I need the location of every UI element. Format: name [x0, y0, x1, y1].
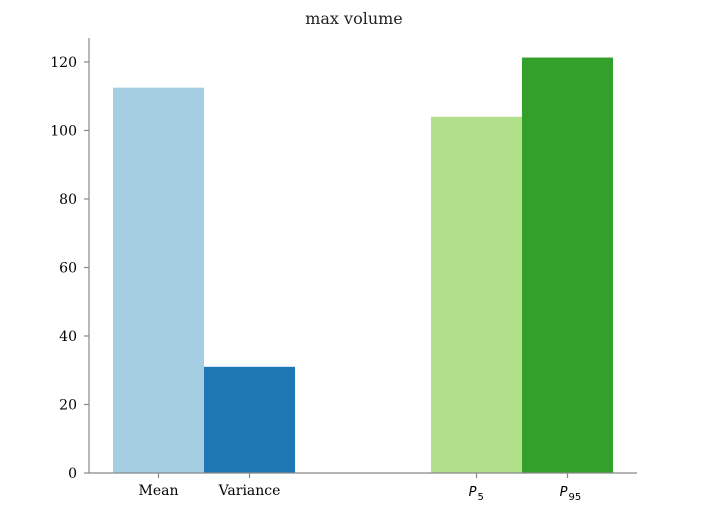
bar-variance	[204, 366, 295, 473]
bars-group	[113, 57, 613, 474]
x-tick-label-subscript: 5	[478, 492, 484, 503]
x-tick-label-subscript: 95	[569, 492, 582, 503]
y-tick-label: 120	[50, 55, 77, 71]
x-tick-label: P	[469, 485, 477, 500]
y-tick-label: 100	[50, 123, 77, 139]
y-tick-label: 0	[68, 466, 77, 482]
bar-mean	[113, 87, 204, 474]
bar-p95	[522, 57, 613, 473]
chart-title: max volume	[305, 9, 403, 28]
y-tick-label: 20	[59, 397, 77, 413]
y-axis: 0 20 40 60 80 100 120	[50, 38, 90, 482]
y-tick-label: 40	[59, 329, 77, 345]
y-tick-label: 60	[59, 260, 77, 276]
x-tick-label: Mean	[139, 483, 179, 499]
x-axis: Mean Variance P 5 P 95	[89, 472, 637, 503]
bar-p5	[431, 116, 522, 473]
x-tick-label: P	[560, 485, 568, 500]
x-tick-label: Variance	[218, 483, 281, 499]
y-tick-label: 80	[59, 192, 77, 208]
